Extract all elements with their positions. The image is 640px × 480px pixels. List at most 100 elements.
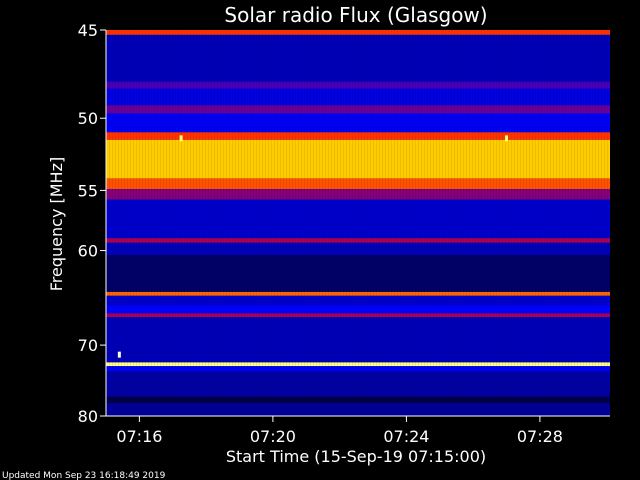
- burst-spot: [179, 135, 183, 142]
- texture-line: [130, 30, 131, 416]
- spectral-band: [106, 362, 610, 367]
- texture-line: [235, 30, 236, 416]
- x-tick-label: 07:24: [383, 427, 429, 446]
- texture-line: [496, 30, 497, 416]
- texture-line: [532, 30, 533, 416]
- texture-line: [409, 30, 410, 416]
- texture-line: [475, 30, 476, 416]
- texture-line: [424, 30, 425, 416]
- texture-line: [559, 30, 560, 416]
- texture-line: [307, 30, 308, 416]
- chart-title: Solar radio Flux (Glasgow): [224, 3, 487, 27]
- texture-line: [214, 30, 215, 416]
- texture-line: [283, 30, 284, 416]
- texture-line: [583, 30, 584, 416]
- texture-line: [568, 30, 569, 416]
- spectral-band: [106, 199, 610, 239]
- texture-line: [139, 30, 140, 416]
- texture-line: [490, 30, 491, 416]
- texture-line: [322, 30, 323, 416]
- footer-text: Updated Mon Sep 23 16:18:49 2019: [2, 471, 166, 480]
- texture-line: [133, 30, 134, 416]
- texture-line: [358, 30, 359, 416]
- spectral-band: [106, 132, 610, 140]
- texture-line: [508, 30, 509, 416]
- spectral-band: [106, 30, 610, 35]
- texture-line: [403, 30, 404, 416]
- texture-line: [433, 30, 434, 416]
- texture-line: [148, 30, 149, 416]
- texture-line: [229, 30, 230, 416]
- texture-line: [274, 30, 275, 416]
- texture-line: [397, 30, 398, 416]
- texture-line: [151, 30, 152, 416]
- texture-line: [319, 30, 320, 416]
- texture-line: [607, 30, 608, 416]
- texture-line: [166, 30, 167, 416]
- spectral-band: [106, 396, 610, 404]
- texture-line: [208, 30, 209, 416]
- texture-line: [310, 30, 311, 416]
- texture-line: [364, 30, 365, 416]
- texture-line: [394, 30, 395, 416]
- texture-line: [304, 30, 305, 416]
- spectral-band: [106, 34, 610, 82]
- texture-line: [238, 30, 239, 416]
- texture-line: [505, 30, 506, 416]
- texture-line: [328, 30, 329, 416]
- texture-line: [313, 30, 314, 416]
- y-tick-label: 60: [78, 242, 98, 261]
- texture-line: [352, 30, 353, 416]
- spectral-band: [106, 313, 610, 318]
- y-axis-label: Frequency [MHz]: [47, 157, 66, 291]
- texture-line: [538, 30, 539, 416]
- y-tick-label: 45: [78, 21, 98, 40]
- spectral-band: [106, 366, 610, 372]
- texture-line: [109, 30, 110, 416]
- texture-line: [136, 30, 137, 416]
- texture-line: [211, 30, 212, 416]
- texture-line: [541, 30, 542, 416]
- texture-line: [325, 30, 326, 416]
- texture-line: [181, 30, 182, 416]
- texture-line: [517, 30, 518, 416]
- burst-spot: [117, 351, 121, 358]
- texture-line: [190, 30, 191, 416]
- texture-line: [535, 30, 536, 416]
- texture-line: [217, 30, 218, 416]
- texture-line: [271, 30, 272, 416]
- y-tick-label: 70: [78, 336, 98, 355]
- texture-line: [250, 30, 251, 416]
- texture-line: [589, 30, 590, 416]
- texture-line: [502, 30, 503, 416]
- texture-line: [295, 30, 296, 416]
- texture-line: [598, 30, 599, 416]
- texture-line: [205, 30, 206, 416]
- texture-line: [448, 30, 449, 416]
- texture-line: [415, 30, 416, 416]
- texture-line: [562, 30, 563, 416]
- texture-line: [520, 30, 521, 416]
- texture-line: [421, 30, 422, 416]
- texture-line: [145, 30, 146, 416]
- y-tick-label: 55: [78, 181, 98, 200]
- texture-line: [163, 30, 164, 416]
- texture-line: [160, 30, 161, 416]
- texture-line: [187, 30, 188, 416]
- spectral-band: [106, 189, 610, 200]
- texture-line: [553, 30, 554, 416]
- texture-line: [493, 30, 494, 416]
- texture-line: [460, 30, 461, 416]
- texture-line: [334, 30, 335, 416]
- texture-line: [280, 30, 281, 416]
- texture-line: [259, 30, 260, 416]
- texture-line: [565, 30, 566, 416]
- texture-line: [466, 30, 467, 416]
- texture-line: [514, 30, 515, 416]
- x-axis-label: Start Time (15-Sep-19 07:15:00): [226, 447, 486, 466]
- texture-line: [451, 30, 452, 416]
- texture-line: [292, 30, 293, 416]
- texture-line: [175, 30, 176, 416]
- texture-line: [457, 30, 458, 416]
- texture-line: [592, 30, 593, 416]
